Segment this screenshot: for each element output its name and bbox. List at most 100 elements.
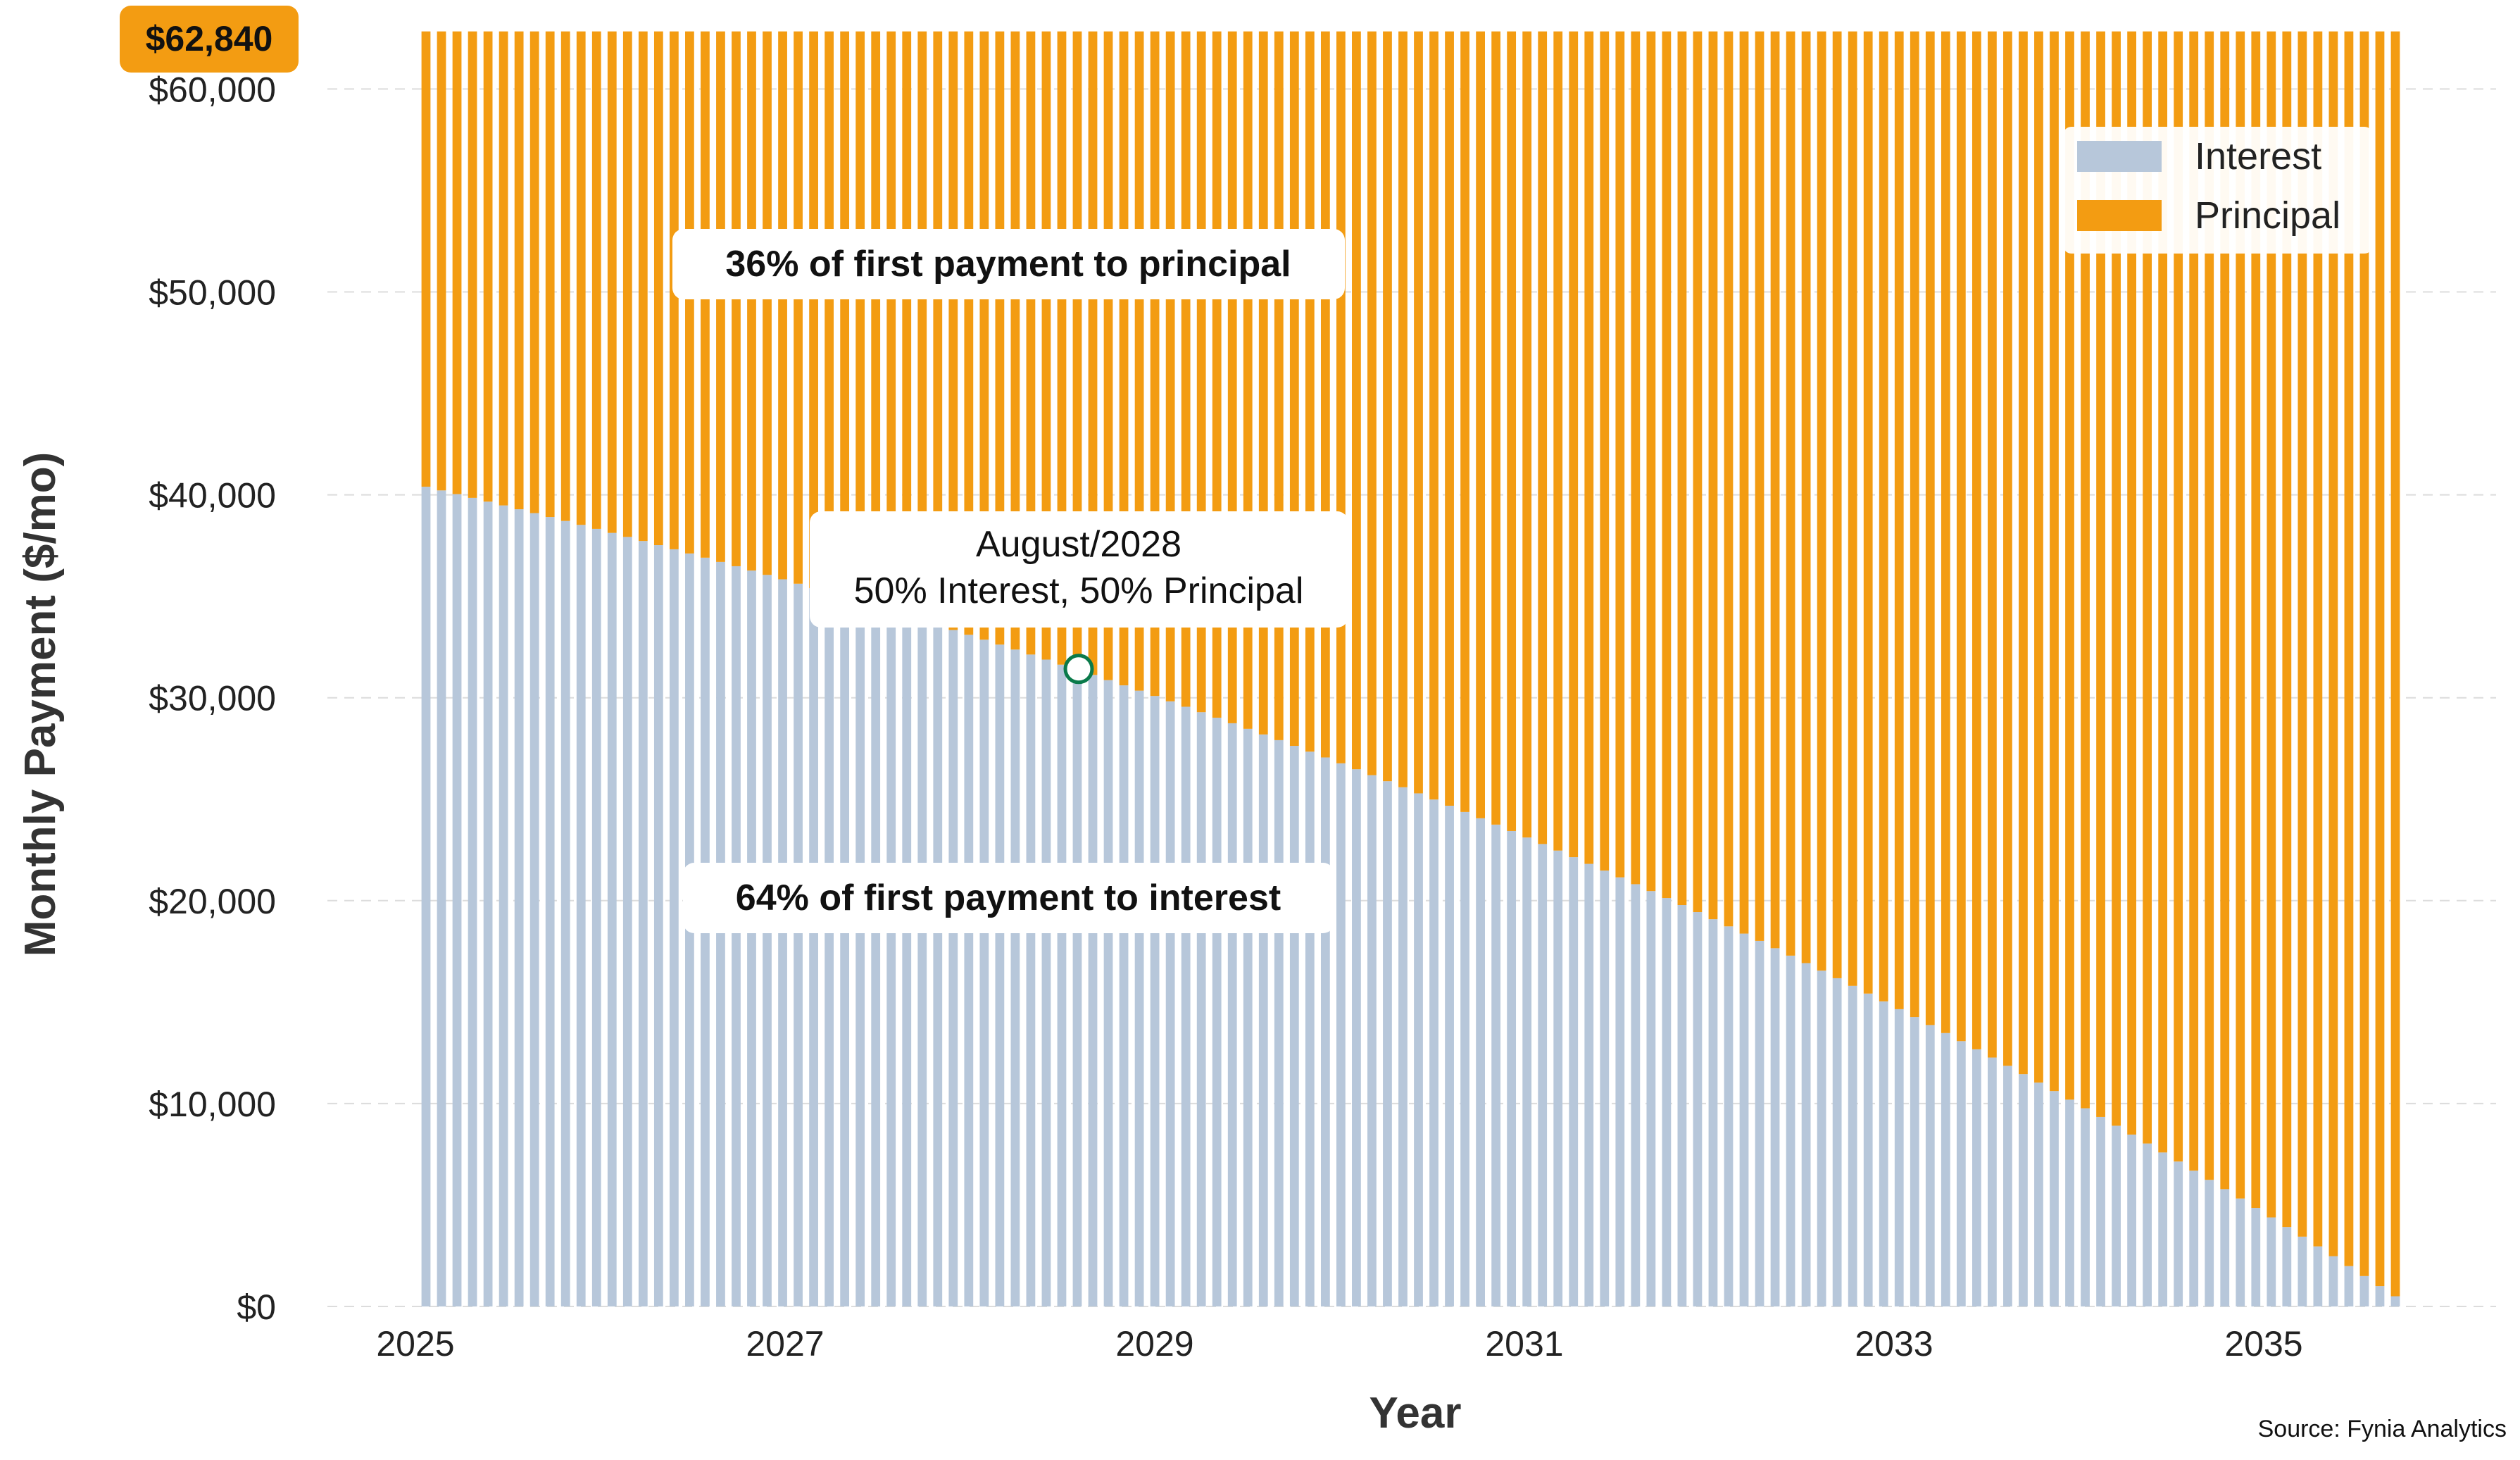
principal-bar xyxy=(2081,31,2090,1109)
interest-bar xyxy=(1088,675,1098,1306)
interest-bar xyxy=(2127,1134,2136,1306)
interest-bar xyxy=(1538,844,1548,1306)
principal-bar xyxy=(1274,31,1284,740)
principal-bar xyxy=(1894,31,1904,1009)
principal-bar xyxy=(1383,31,1392,782)
principal-bar xyxy=(2205,31,2214,1180)
interest-bar xyxy=(2375,1286,2385,1306)
principal-bar xyxy=(1755,31,1764,941)
total-payment-badge: $62,840 xyxy=(120,6,299,73)
principal-bar xyxy=(1010,31,1020,650)
x-tick-label: 2033 xyxy=(1855,1324,1933,1364)
interest-bar xyxy=(2034,1082,2043,1306)
interest-bar xyxy=(2390,1296,2400,1306)
interest-bar xyxy=(1243,728,1253,1306)
interest-bar xyxy=(1987,1057,1997,1306)
principal-bar xyxy=(1320,31,1330,758)
principal-bar xyxy=(1863,31,1873,994)
principal-bar xyxy=(1708,31,1718,920)
principal-bar xyxy=(1724,31,1734,927)
interest-bar xyxy=(964,635,974,1306)
interest-bar xyxy=(1227,723,1237,1306)
principal-bar xyxy=(2143,31,2152,1144)
crossover-marker xyxy=(1063,654,1094,685)
interest-bar xyxy=(1569,857,1579,1306)
interest-bar xyxy=(591,528,601,1306)
grid-lines xyxy=(327,88,2496,1307)
x-tick-label: 2035 xyxy=(2224,1324,2302,1364)
interest-share-annotation: 64% of first payment to interest xyxy=(683,863,1334,933)
principal-bar xyxy=(871,31,881,606)
y-tick-label: $50,000 xyxy=(149,273,276,313)
interest-bar xyxy=(1770,948,1780,1306)
interest-bar xyxy=(560,520,570,1306)
interest-bar xyxy=(499,505,508,1306)
interest-bar xyxy=(1476,818,1485,1306)
principal-bar xyxy=(1569,31,1579,858)
interest-bar xyxy=(2251,1208,2261,1306)
total-payment-label: $62,840 xyxy=(146,19,273,58)
interest-bar xyxy=(1615,877,1625,1306)
principal-bar xyxy=(1615,31,1625,878)
interest-bar xyxy=(1057,664,1067,1306)
principal-bar xyxy=(1600,31,1610,871)
interest-bar xyxy=(2065,1099,2074,1306)
interest-bar xyxy=(2328,1256,2338,1306)
principal-bar xyxy=(995,31,1005,645)
principal-bar xyxy=(653,31,663,546)
interest-bar xyxy=(1646,891,1656,1306)
interest-bar xyxy=(1801,963,1811,1306)
interest-bar xyxy=(1196,712,1206,1306)
interest-bar xyxy=(933,625,943,1306)
interest-bar xyxy=(1863,993,1873,1306)
interest-bar xyxy=(545,517,555,1307)
principal-bar xyxy=(1910,31,1919,1018)
principal-bar xyxy=(1429,31,1438,800)
principal-bar xyxy=(576,31,586,525)
principal-bar xyxy=(529,31,539,513)
y-tick-label: $20,000 xyxy=(149,882,276,921)
principal-bar xyxy=(1057,31,1067,665)
interest-bar xyxy=(1289,746,1299,1306)
principal-share-text: 36% of first payment to principal xyxy=(725,244,1291,285)
principal-bar xyxy=(2065,31,2074,1100)
interest-bar xyxy=(995,644,1005,1306)
interest-bar xyxy=(778,579,787,1306)
principal-bar xyxy=(1739,31,1749,934)
principal-bar xyxy=(1646,31,1656,892)
interest-bar xyxy=(2236,1198,2245,1306)
interest-bar xyxy=(1352,769,1361,1306)
principal-bar xyxy=(1336,31,1346,763)
x-axis-ticks: 2025 2027 2029 2031 2033 2035 xyxy=(376,1324,2302,1364)
legend-label-interest: Interest xyxy=(2195,135,2321,177)
principal-bar xyxy=(622,31,632,537)
interest-bar xyxy=(1956,1041,1966,1306)
interest-bar xyxy=(1212,718,1222,1306)
interest-bar xyxy=(2313,1246,2323,1306)
interest-bar xyxy=(1848,985,1857,1306)
principal-bar xyxy=(1770,31,1780,949)
principal-bar xyxy=(514,31,524,510)
interest-bar xyxy=(437,490,446,1306)
interest-bar xyxy=(979,639,989,1306)
legend-label-principal: Principal xyxy=(2195,194,2340,237)
principal-bar xyxy=(840,31,850,597)
interest-bar xyxy=(653,545,663,1306)
interest-bar xyxy=(2081,1108,2090,1306)
interest-bar xyxy=(2344,1266,2354,1306)
principal-bar xyxy=(2359,31,2369,1276)
interest-bar xyxy=(1429,799,1438,1306)
interest-bar xyxy=(2220,1189,2230,1306)
interest-bar xyxy=(1972,1049,1981,1306)
legend-swatch-interest xyxy=(2077,141,2162,172)
principal-bar xyxy=(2375,31,2385,1287)
principal-bar xyxy=(1352,31,1361,770)
interest-bar xyxy=(1398,787,1408,1306)
interest-bar xyxy=(2096,1116,2105,1306)
interest-bar xyxy=(1026,654,1036,1306)
principal-bar xyxy=(1522,31,1532,838)
principal-bar xyxy=(855,31,865,602)
principal-bar xyxy=(1677,31,1687,906)
interest-bar xyxy=(840,597,850,1306)
